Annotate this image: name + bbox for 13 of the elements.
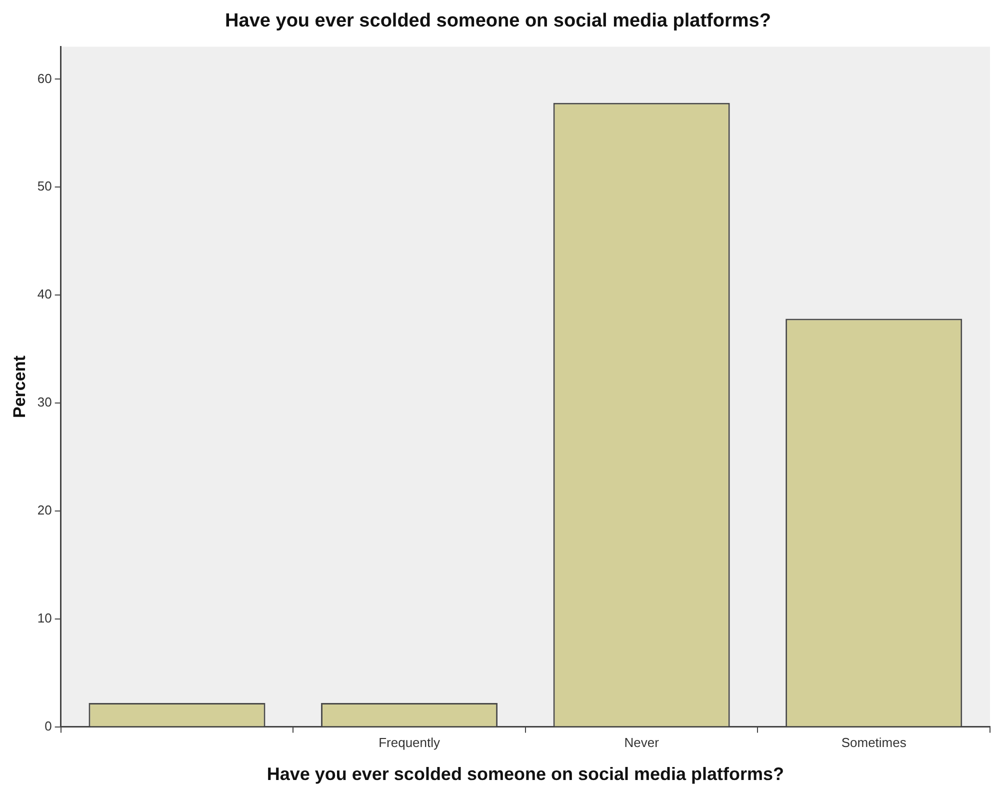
y-tick-label: 10 xyxy=(37,610,52,626)
x-tick-label: Frequently xyxy=(378,735,440,750)
x-tick-label: Sometimes xyxy=(841,735,907,750)
y-tick-label: 30 xyxy=(37,394,52,410)
y-tick-label: 20 xyxy=(37,502,52,518)
y-tick-label: 60 xyxy=(37,70,52,86)
y-tick-label: 0 xyxy=(44,718,52,734)
chart-title: Have you ever scolded someone on social media platforms? xyxy=(225,10,771,32)
x-tick-label: Never xyxy=(624,735,660,750)
y-tick-label: 40 xyxy=(37,286,52,302)
y-tick-label: 50 xyxy=(37,178,52,194)
y-axis-title: Percent xyxy=(10,355,29,418)
x-axis-title: Have you ever scolded someone on social media platforms? xyxy=(266,764,784,784)
